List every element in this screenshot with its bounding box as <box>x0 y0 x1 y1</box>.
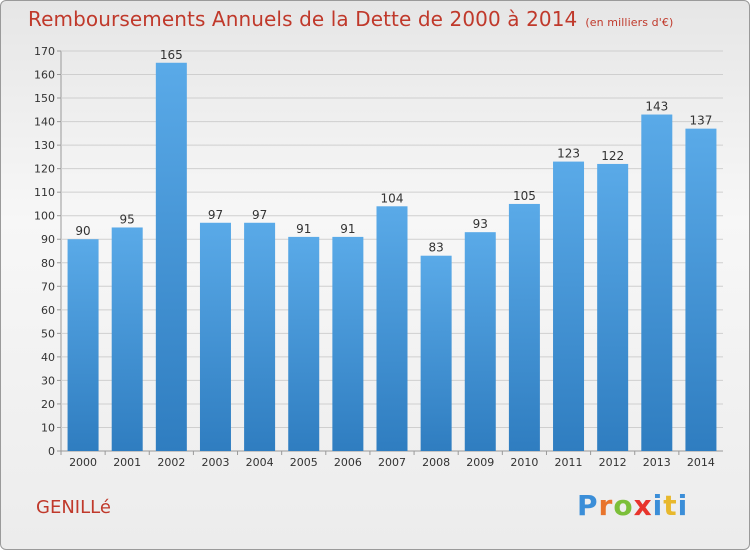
y-tick-label: 160 <box>34 69 55 82</box>
y-tick-label: 30 <box>41 374 55 387</box>
x-tick-label-2009: 2009 <box>466 456 494 469</box>
y-tick-label: 70 <box>41 280 55 293</box>
value-label-2005: 91 <box>296 222 311 236</box>
y-tick-label: 100 <box>34 210 55 223</box>
x-tick-label-2014: 2014 <box>687 456 715 469</box>
x-tick-label-2011: 2011 <box>555 456 583 469</box>
bar-2001 <box>111 227 143 451</box>
y-tick-label: 50 <box>41 327 55 340</box>
value-label-2001: 95 <box>120 212 135 226</box>
value-label-2010: 105 <box>513 189 536 203</box>
brand-letter: i <box>652 489 664 522</box>
bar-2005 <box>288 236 320 451</box>
town-name: GENILLé <box>36 497 111 518</box>
y-tick-label: 130 <box>34 139 55 152</box>
brand-letter: o <box>613 489 634 522</box>
x-tick-label-2005: 2005 <box>290 456 318 469</box>
value-label-2014: 137 <box>689 114 712 128</box>
x-tick-label-2007: 2007 <box>378 456 406 469</box>
y-tick-label: 170 <box>34 45 55 58</box>
y-tick-label: 110 <box>34 186 55 199</box>
x-tick-label-2008: 2008 <box>422 456 450 469</box>
value-label-2004: 97 <box>252 208 267 222</box>
bar-2002 <box>155 62 187 451</box>
value-label-2009: 93 <box>473 217 488 231</box>
bar-2013 <box>641 114 673 451</box>
bar-2003 <box>199 222 231 451</box>
y-tick-label: 90 <box>41 233 55 246</box>
x-tick-label-2001: 2001 <box>113 456 141 469</box>
x-tick-label-2006: 2006 <box>334 456 362 469</box>
x-tick-label-2012: 2012 <box>599 456 627 469</box>
bar-2010 <box>508 203 540 451</box>
y-tick-label: 120 <box>34 163 55 176</box>
value-label-2008: 83 <box>428 241 443 255</box>
y-tick-label: 150 <box>34 92 55 105</box>
value-label-2012: 122 <box>601 149 624 163</box>
bar-2000 <box>67 239 99 451</box>
x-tick-label-2010: 2010 <box>510 456 538 469</box>
value-label-2003: 97 <box>208 208 223 222</box>
y-tick-label: 0 <box>48 445 55 458</box>
x-tick-label-2000: 2000 <box>69 456 97 469</box>
y-tick-label: 80 <box>41 257 55 270</box>
brand-letter: P <box>577 489 599 522</box>
brand-letter: r <box>598 489 614 522</box>
value-label-2002: 165 <box>160 48 183 62</box>
bar-2007 <box>376 206 408 451</box>
bar-2011 <box>553 161 585 451</box>
value-label-2011: 123 <box>557 147 580 161</box>
chart-unit: (en milliers d'€) <box>585 16 674 29</box>
brand-letter: x <box>633 489 653 522</box>
y-tick-label: 10 <box>41 421 55 434</box>
bar-2006 <box>332 236 364 451</box>
brand-letter: t <box>663 489 678 522</box>
bar-2004 <box>244 222 276 451</box>
bar-2008 <box>420 255 452 451</box>
y-tick-label: 60 <box>41 304 55 317</box>
x-tick-label-2003: 2003 <box>201 456 229 469</box>
proxiti-logo: Proxiti <box>577 489 688 522</box>
x-tick-label-2004: 2004 <box>246 456 274 469</box>
x-tick-label-2002: 2002 <box>157 456 185 469</box>
bar-2012 <box>597 163 629 452</box>
y-tick-label: 140 <box>34 116 55 129</box>
value-label-2007: 104 <box>381 191 404 205</box>
chart-title: Remboursements Annuels de la Dette de 20… <box>28 7 674 31</box>
value-label-2013: 143 <box>645 100 668 114</box>
x-tick-label-2013: 2013 <box>643 456 671 469</box>
brand-letter: i <box>677 489 689 522</box>
y-tick-label: 20 <box>41 398 55 411</box>
bar-2014 <box>685 128 717 451</box>
value-label-2000: 90 <box>75 224 90 238</box>
bar-2009 <box>464 232 496 451</box>
value-label-2006: 91 <box>340 222 355 236</box>
y-tick-label: 40 <box>41 351 55 364</box>
